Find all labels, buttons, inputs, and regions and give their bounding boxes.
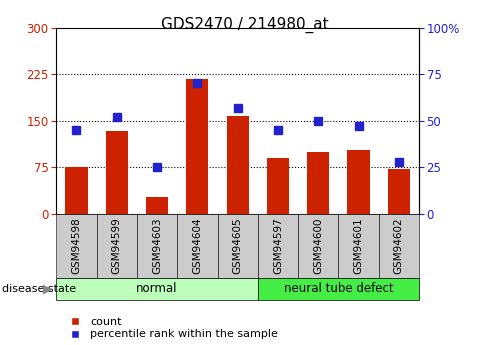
FancyBboxPatch shape <box>379 214 419 278</box>
Bar <box>106 131 128 214</box>
Bar <box>347 150 369 214</box>
Text: GDS2470 / 214980_at: GDS2470 / 214980_at <box>161 17 329 33</box>
Text: GSM94602: GSM94602 <box>394 217 404 274</box>
Text: GSM94601: GSM94601 <box>353 217 364 274</box>
FancyBboxPatch shape <box>56 278 258 300</box>
Bar <box>66 167 88 214</box>
FancyBboxPatch shape <box>56 214 97 278</box>
Bar <box>267 158 289 214</box>
Text: normal: normal <box>136 283 178 295</box>
Text: GSM94600: GSM94600 <box>313 218 323 274</box>
Bar <box>307 152 329 214</box>
FancyBboxPatch shape <box>177 214 218 278</box>
Text: GSM94605: GSM94605 <box>233 217 243 274</box>
FancyBboxPatch shape <box>339 214 379 278</box>
FancyBboxPatch shape <box>137 214 177 278</box>
FancyBboxPatch shape <box>298 214 339 278</box>
Legend: count, percentile rank within the sample: count, percentile rank within the sample <box>64 317 278 339</box>
Text: neural tube defect: neural tube defect <box>284 283 393 295</box>
Bar <box>146 197 168 214</box>
Text: GSM94598: GSM94598 <box>72 217 81 274</box>
Bar <box>186 79 208 214</box>
FancyBboxPatch shape <box>258 278 419 300</box>
Text: GSM94599: GSM94599 <box>112 217 122 274</box>
Text: GSM94597: GSM94597 <box>273 217 283 274</box>
Text: GSM94603: GSM94603 <box>152 217 162 274</box>
Text: disease state: disease state <box>2 284 76 294</box>
FancyBboxPatch shape <box>218 214 258 278</box>
Text: GSM94604: GSM94604 <box>193 217 202 274</box>
FancyBboxPatch shape <box>258 214 298 278</box>
Bar <box>388 169 410 214</box>
Text: ▶: ▶ <box>43 282 53 295</box>
FancyBboxPatch shape <box>97 214 137 278</box>
Bar <box>226 116 249 214</box>
